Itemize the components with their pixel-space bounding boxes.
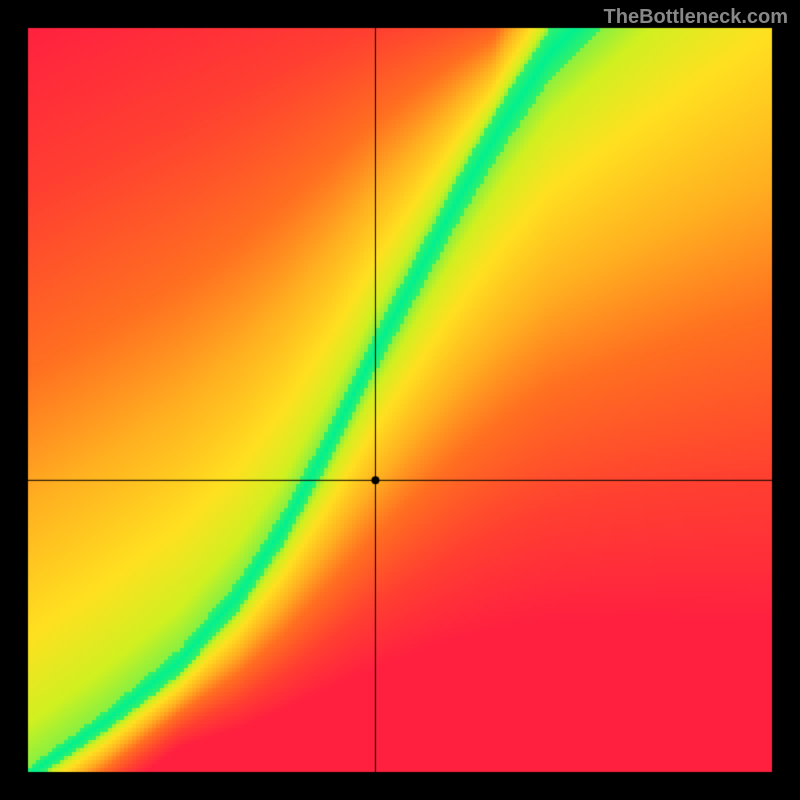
watermark-text: TheBottleneck.com (604, 6, 788, 29)
heatmap-canvas (0, 0, 800, 800)
chart-container: TheBottleneck.com (0, 0, 800, 800)
